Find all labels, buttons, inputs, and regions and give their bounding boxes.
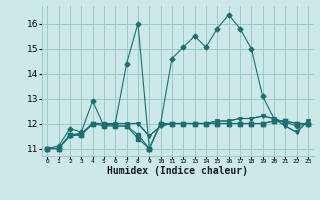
X-axis label: Humidex (Indice chaleur): Humidex (Indice chaleur) [107,166,248,176]
